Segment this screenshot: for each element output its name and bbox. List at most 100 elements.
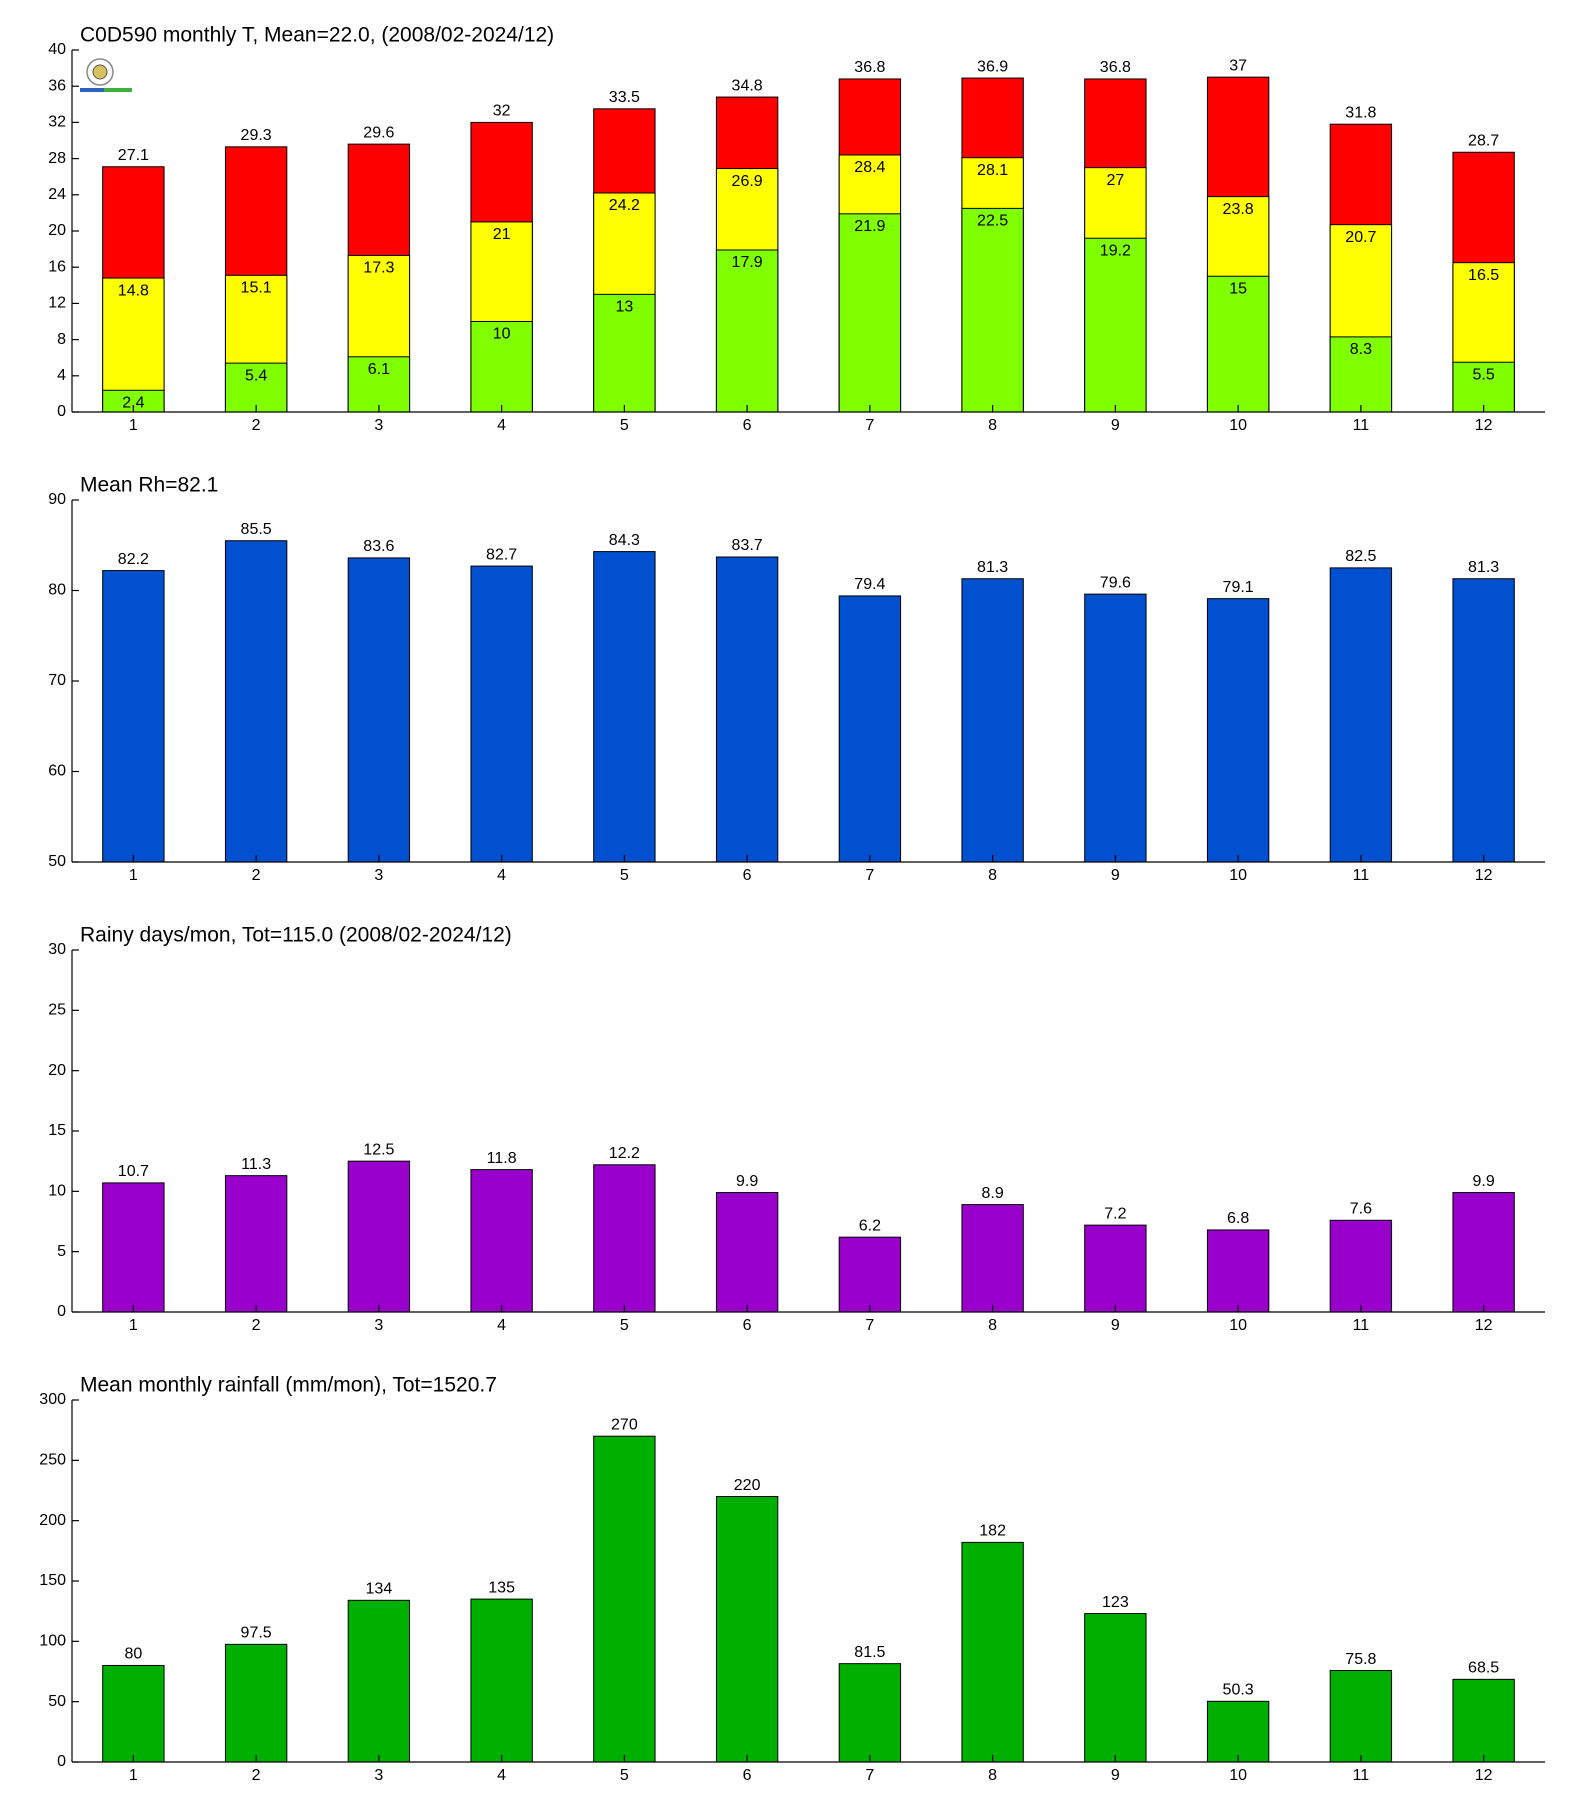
y-tick-label: 32 (48, 114, 66, 131)
x-tick-label: 1 (129, 1767, 138, 1784)
value-label: 85.5 (241, 521, 272, 538)
x-tick-label: 6 (743, 417, 752, 434)
y-tick-label: 28 (48, 150, 66, 167)
x-tick-label: 2 (252, 417, 261, 434)
chart-title: Rainy days/mon, Tot=115.0 (2008/02-2024/… (80, 924, 512, 947)
bar (470, 1169, 533, 1313)
y-tick-label: 0 (57, 1303, 66, 1320)
bar (347, 1599, 411, 1763)
value-label: 81.3 (1468, 559, 1499, 576)
bar (593, 1164, 656, 1313)
y-tick-label: 50 (48, 853, 66, 870)
bar (1329, 567, 1393, 863)
y-tick-label: 36 (48, 77, 66, 94)
value-label: 75.8 (1345, 1651, 1376, 1668)
value-label: 15.1 (241, 280, 272, 297)
value-label: 10.7 (118, 1163, 149, 1180)
bar (1206, 1229, 1270, 1313)
value-label: 26.9 (732, 173, 763, 190)
x-tick-label: 3 (374, 1767, 383, 1784)
bar (102, 277, 165, 413)
value-label: 20.7 (1345, 229, 1376, 246)
bar (1452, 361, 1515, 413)
value-label: 13 (615, 299, 633, 316)
y-tick-label: 4 (57, 367, 66, 384)
y-tick-label: 25 (48, 1002, 66, 1019)
bar (961, 207, 1024, 413)
bar (715, 1192, 779, 1313)
value-label: 68.5 (1468, 1660, 1499, 1677)
value-label: 7.2 (1104, 1205, 1126, 1222)
value-label: 31.8 (1345, 104, 1376, 121)
value-label: 81.3 (977, 559, 1008, 576)
bar (1329, 336, 1393, 413)
bar (470, 321, 533, 413)
value-label: 6.2 (859, 1217, 881, 1234)
x-tick-label: 1 (129, 1317, 138, 1334)
value-label: 17.3 (363, 260, 394, 277)
x-tick-label: 1 (129, 867, 138, 884)
bar (1084, 593, 1147, 863)
value-label: 12.2 (609, 1145, 640, 1162)
x-tick-label: 8 (988, 417, 997, 434)
bar (347, 557, 411, 863)
y-tick-label: 15 (48, 1122, 66, 1139)
bar (1329, 1670, 1393, 1763)
x-tick-label: 4 (497, 867, 506, 884)
bar (593, 293, 656, 413)
x-tick-label: 5 (620, 1767, 629, 1784)
bar (102, 570, 165, 863)
value-label: 79.1 (1223, 579, 1254, 596)
value-label: 27 (1106, 172, 1124, 189)
bar (1084, 1224, 1147, 1313)
y-tick-label: 30 (48, 941, 66, 958)
chart-title: Mean Rh=82.1 (80, 474, 218, 497)
value-label: 82.7 (486, 546, 517, 563)
x-tick-label: 3 (374, 417, 383, 434)
value-label: 5.4 (245, 367, 267, 384)
x-tick-label: 11 (1353, 1767, 1370, 1784)
bar (961, 1541, 1024, 1763)
bar (224, 1643, 288, 1763)
value-label: 36.9 (977, 58, 1008, 75)
value-label: 82.5 (1345, 548, 1376, 565)
bar (961, 1204, 1024, 1313)
x-tick-label: 6 (743, 867, 752, 884)
value-label: 97.5 (241, 1625, 272, 1642)
x-tick-label: 12 (1475, 1767, 1493, 1784)
x-tick-label: 2 (252, 1317, 261, 1334)
x-tick-label: 10 (1229, 1767, 1247, 1784)
value-label: 23.8 (1223, 201, 1254, 218)
x-tick-label: 7 (865, 867, 874, 884)
chart-title: Mean monthly rainfall (mm/mon), Tot=1520… (80, 1374, 497, 1397)
bar (715, 1496, 779, 1763)
value-label: 135 (488, 1579, 515, 1596)
value-label: 270 (611, 1416, 638, 1433)
value-label: 182 (979, 1523, 1006, 1540)
x-tick-label: 11 (1353, 417, 1370, 434)
value-label: 6.1 (368, 361, 390, 378)
x-tick-label: 3 (374, 867, 383, 884)
y-tick-label: 100 (39, 1633, 66, 1650)
x-tick-label: 2 (252, 867, 261, 884)
y-tick-label: 60 (48, 763, 66, 780)
bar (1329, 1219, 1393, 1313)
x-tick-label: 4 (497, 1767, 506, 1784)
value-label: 9.9 (736, 1173, 758, 1190)
bar (224, 540, 288, 863)
y-tick-label: 40 (48, 41, 66, 58)
x-tick-label: 11 (1353, 1317, 1370, 1334)
x-tick-label: 7 (865, 1317, 874, 1334)
x-tick-label: 7 (865, 1767, 874, 1784)
bar (347, 1160, 411, 1313)
value-label: 84.3 (609, 532, 640, 549)
bar (1206, 598, 1270, 863)
y-tick-label: 8 (57, 331, 66, 348)
x-tick-label: 8 (988, 1767, 997, 1784)
bar (102, 1664, 165, 1763)
y-tick-label: 0 (57, 1753, 66, 1770)
x-tick-label: 12 (1475, 1317, 1493, 1334)
x-tick-label: 9 (1111, 867, 1120, 884)
y-tick-label: 300 (39, 1391, 66, 1408)
